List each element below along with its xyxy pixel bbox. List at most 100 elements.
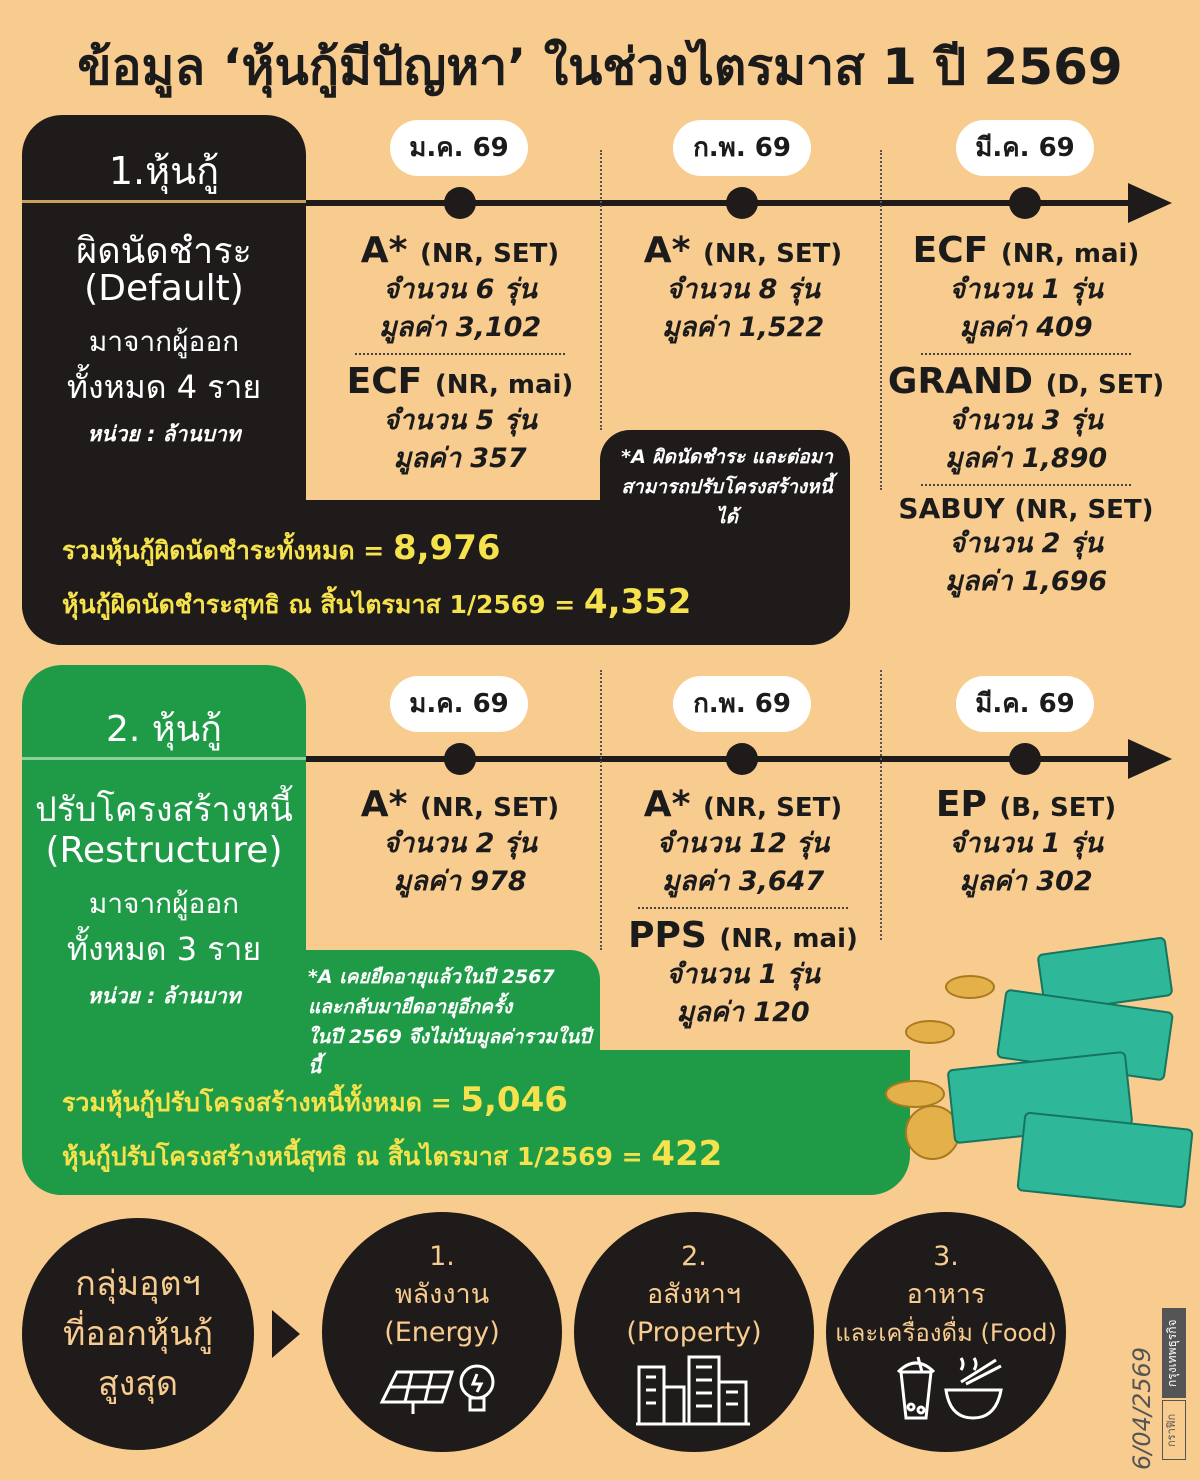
timeline-line xyxy=(306,200,1136,206)
coin-icon xyxy=(905,1020,955,1044)
divider xyxy=(355,353,565,355)
total-value: 8,976 xyxy=(392,528,501,568)
industry-property: 2. อสังหาฯ (Property) xyxy=(574,1212,814,1452)
divider xyxy=(921,484,1131,486)
industry-rank: 3. xyxy=(933,1241,959,1272)
issuer-tag: (NR, SET) xyxy=(703,239,843,269)
issuer-tag: (NR, mai) xyxy=(434,370,574,400)
issuer-name: GRAND xyxy=(887,361,1034,402)
feb-entries: A* (NR, SET) จำนวน 8 รุ่น มูลค่า 1,522 xyxy=(603,230,883,347)
note-line: *A ผิดนัดชำระ และต่อมา xyxy=(621,446,833,468)
subtitle-en: (Default) xyxy=(84,268,244,309)
issue-value: มูลค่า 357 xyxy=(393,443,527,474)
issue-count: จำนวน 2 รุ่น xyxy=(383,828,537,859)
subtitle-th: ปรับโครงสร้างหนี้ xyxy=(35,790,293,830)
intro-line: สูงสุด xyxy=(97,1364,179,1404)
issue-count: จำนวน 6 รุ่น xyxy=(383,274,537,305)
industry-rank: 1. xyxy=(429,1241,455,1272)
issuer-tag: (D, SET) xyxy=(1045,370,1165,400)
cash-bundle-icon xyxy=(1016,1111,1194,1209)
month-separator xyxy=(600,150,602,430)
industry-energy: 1. พลังงาน (Energy) xyxy=(322,1212,562,1452)
timeline-arrow-icon xyxy=(1128,183,1172,223)
issue-count: จำนวน 1 รุ่น xyxy=(949,828,1103,859)
month-separator xyxy=(600,670,602,950)
industry-name-th: พลังงาน xyxy=(394,1279,490,1310)
issuers-line1: มาจากผู้ออก xyxy=(88,887,240,920)
unit-label: หน่วย : ล้านบาท xyxy=(87,422,241,446)
issue-count: จำนวน 1 รุ่น xyxy=(949,274,1103,305)
issue-count: จำนวน 1 รุ่น xyxy=(666,959,820,990)
issuer-tag: (NR, SET) xyxy=(1014,495,1154,525)
issuer-name: ECF xyxy=(346,361,423,402)
issuers-line2: ทั้งหมด 4 ราย xyxy=(66,368,262,406)
issuer-name: EP xyxy=(935,784,987,825)
divider xyxy=(921,353,1131,355)
timeline-dot xyxy=(726,743,758,775)
restructure-net: หุ้นกู้ปรับโครงสร้างหนี้สุทธิ ณ สิ้นไตรม… xyxy=(62,1134,722,1177)
subtitle-en: (Restructure) xyxy=(45,830,283,871)
note-line: และกลับมายืดอายุอีกครั้ง xyxy=(308,996,513,1018)
issuer-tag: (NR, SET) xyxy=(420,239,560,269)
issuer-name: A* xyxy=(643,230,691,271)
issue-count: จำนวน 8 รุ่น xyxy=(666,274,820,305)
timeline-dot xyxy=(444,187,476,219)
issuer-name: ECF xyxy=(912,230,989,271)
restructure-note: *A เคยยืดอายุแล้วในปี 2567 และกลับมายืดอ… xyxy=(308,962,598,1082)
total-label: รวมหุ้นกู้ปรับโครงสร้างหนี้ทั้งหมด = xyxy=(62,1088,461,1117)
divider xyxy=(22,757,306,760)
issue-value: มูลค่า 302 xyxy=(959,866,1093,897)
month-pill-jan: ม.ค. 69 xyxy=(390,676,528,732)
divider xyxy=(22,200,306,203)
issuers-line2: ทั้งหมด 3 ราย xyxy=(66,930,262,968)
industry-food: 3. อาหาร และเครื่องดื่ม (Food) xyxy=(826,1212,1066,1452)
restructure-totals-band xyxy=(22,1050,910,1195)
net-value: 422 xyxy=(651,1134,723,1174)
month-pill-jan: ม.ค. 69 xyxy=(390,120,528,176)
net-label: หุ้นกู้ปรับโครงสร้างหนี้สุทธิ ณ สิ้นไตรม… xyxy=(62,1142,652,1171)
issuer-name: SABUY xyxy=(898,492,1005,525)
note-line: สามารถปรับโครงสร้างหนี้ได้ xyxy=(621,476,833,528)
month-pill-feb: ก.พ. 69 xyxy=(673,676,811,732)
month-separator xyxy=(880,150,882,490)
default-totals-band xyxy=(22,500,850,645)
month-pill-mar: มี.ค. 69 xyxy=(956,120,1094,176)
mar-entries: EP (B, SET) จำนวน 1 รุ่น มูลค่า 302 xyxy=(886,784,1166,901)
issuer-tag: (NR, SET) xyxy=(703,793,843,823)
default-note: *A ผิดนัดชำระ และต่อมา สามารถปรับโครงสร้… xyxy=(612,442,842,532)
jan-entries: A* (NR, SET) จำนวน 6 รุ่น มูลค่า 3,102 E… xyxy=(320,230,600,478)
default-heading: 1.หุ้นกู้ xyxy=(108,149,220,193)
coin-icon xyxy=(945,975,995,999)
issuer-tag: (B, SET) xyxy=(999,793,1117,823)
industry-name-en: และเครื่องดื่ม (Food) xyxy=(835,1319,1057,1347)
note-line: *A เคยยืดอายุแล้วในปี 2567 xyxy=(308,966,555,988)
restructure-total: รวมหุ้นกู้ปรับโครงสร้างหนี้ทั้งหมด = 5,0… xyxy=(62,1080,568,1123)
issue-value: มูลค่า 409 xyxy=(959,312,1093,343)
timeline-dot xyxy=(444,743,476,775)
issuer-tag: (NR, SET) xyxy=(420,793,560,823)
issuer-name: A* xyxy=(360,784,408,825)
issuer-name: PPS xyxy=(628,915,707,956)
total-value: 5,046 xyxy=(460,1080,568,1120)
issue-count: จำนวน 3 รุ่น xyxy=(949,405,1103,436)
industry-name-en: (Energy) xyxy=(384,1317,500,1348)
default-net: หุ้นกู้ผิดนัดชำระสุทธิ ณ สิ้นไตรมาส 1/25… xyxy=(62,582,691,625)
drink-noodle-icon xyxy=(896,1356,1003,1420)
industry-rank: 2. xyxy=(681,1241,707,1272)
month-pill-feb: ก.พ. 69 xyxy=(673,120,811,176)
mar-entries: ECF (NR, mai) จำนวน 1 รุ่น มูลค่า 409 GR… xyxy=(886,230,1166,601)
issue-value: มูลค่า 120 xyxy=(676,997,810,1028)
default-note-box xyxy=(600,430,850,520)
issue-value: มูลค่า 978 xyxy=(393,866,527,897)
industry-name-en: (Property) xyxy=(626,1317,762,1348)
issuer-tag: (NR, mai) xyxy=(719,924,858,954)
restructure-note-box xyxy=(300,950,600,1060)
timeline-dot xyxy=(1009,187,1041,219)
net-label: หุ้นกู้ผิดนัดชำระสุทธิ ณ สิ้นไตรมาส 1/25… xyxy=(62,590,584,619)
note-line: ในปี 2569 จึงไม่นับมูลค่ารวมในปีนี้ xyxy=(308,1026,592,1078)
net-value: 4,352 xyxy=(583,582,692,622)
issue-value: มูลค่า 3,647 xyxy=(661,866,825,897)
source-logo: กรุงเทพธุรกิจ xyxy=(1162,1308,1186,1398)
issue-count: จำนวน 5 รุ่น xyxy=(383,405,537,436)
industries-intro-circle: กลุ่มอุตฯ ที่ออกหุ้นกู้ สูงสุด xyxy=(22,1218,254,1450)
